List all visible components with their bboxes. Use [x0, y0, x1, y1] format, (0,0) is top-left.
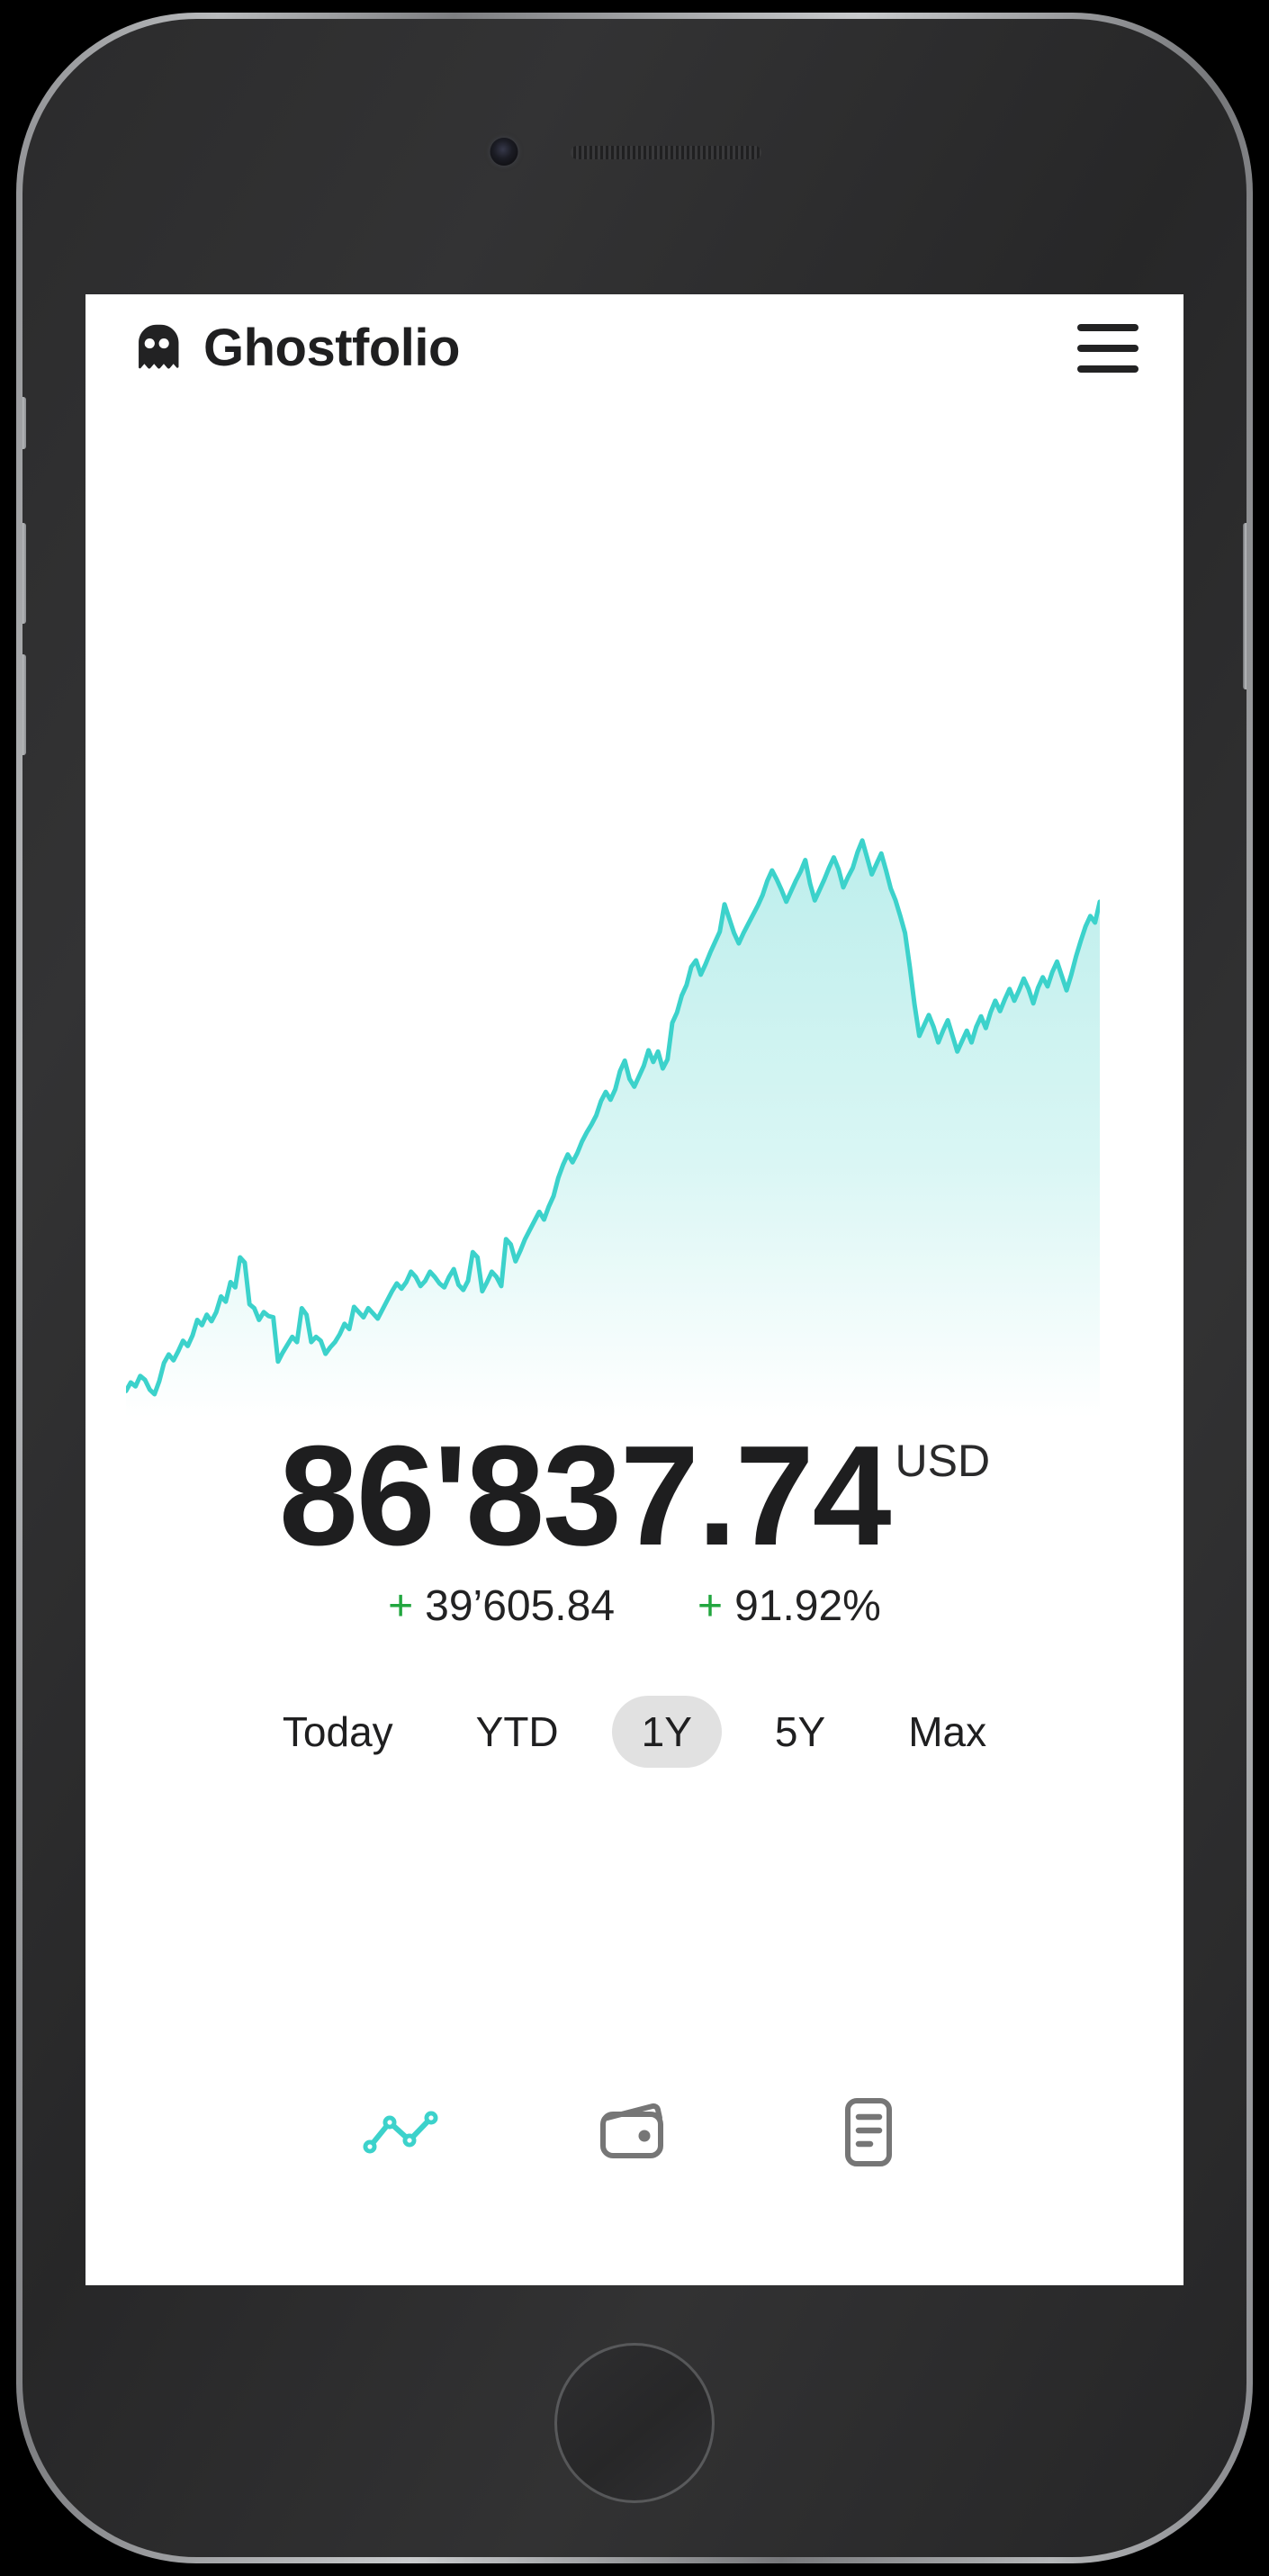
- range-tab-max[interactable]: Max: [878, 1696, 1016, 1768]
- range-tab-5y[interactable]: 5Y: [745, 1696, 855, 1768]
- nav-item-overview[interactable]: [357, 2089, 444, 2175]
- hamburger-line: [1077, 345, 1138, 352]
- phone-body: Ghostfolio: [22, 19, 1246, 2557]
- app-header: Ghostfolio: [86, 294, 1184, 402]
- portfolio-currency: USD: [895, 1436, 991, 1486]
- hamburger-line: [1077, 365, 1138, 373]
- nav-item-portfolio[interactable]: [591, 2089, 678, 2175]
- portfolio-performance-chart[interactable]: [126, 824, 1100, 1418]
- home-button[interactable]: [554, 2343, 715, 2503]
- analytics-line-chart-icon: [362, 2107, 439, 2157]
- phone-outer-frame: Ghostfolio: [16, 13, 1253, 2563]
- volume-up-button[interactable]: [22, 523, 26, 624]
- nav-item-reports[interactable]: [825, 2089, 912, 2175]
- change-percent: + 91.92%: [698, 1581, 881, 1631]
- phone-screen: Ghostfolio: [86, 294, 1184, 2285]
- silent-switch-button[interactable]: [22, 397, 26, 449]
- change-percent-value: 91.92%: [734, 1582, 881, 1631]
- date-range-tabs: Today YTD 1Y 5Y Max: [86, 1696, 1184, 1768]
- ghost-icon: [130, 322, 183, 374]
- report-document-icon: [839, 2096, 898, 2168]
- hamburger-menu-icon[interactable]: [1070, 311, 1146, 386]
- main-content: 86'837.74 USD + 39’605.84 + 91.92%: [86, 402, 1184, 2285]
- range-tab-1y[interactable]: 1Y: [611, 1696, 722, 1768]
- brand-name: Ghostfolio: [203, 319, 460, 377]
- volume-down-button[interactable]: [22, 654, 26, 755]
- range-tab-today[interactable]: Today: [253, 1696, 423, 1768]
- hamburger-line: [1077, 324, 1138, 331]
- wallet-icon: [597, 2100, 672, 2165]
- portfolio-value-block: 86'837.74 USD + 39’605.84 + 91.92%: [86, 1417, 1184, 1631]
- portfolio-amount: 86'837.74: [278, 1417, 892, 1575]
- earpiece-speaker-icon: [571, 146, 761, 159]
- front-camera-icon: [490, 138, 518, 166]
- brand-logo[interactable]: Ghostfolio: [130, 322, 460, 374]
- change-absolute-value: 39’605.84: [425, 1582, 616, 1631]
- range-tab-ytd[interactable]: YTD: [446, 1696, 589, 1768]
- change-percent-sign: +: [698, 1582, 724, 1631]
- bottom-navigation: [86, 2089, 1184, 2175]
- change-absolute-sign: +: [388, 1582, 414, 1631]
- portfolio-change-row: + 39’605.84 + 91.92%: [86, 1581, 1184, 1631]
- power-button[interactable]: [1243, 523, 1246, 689]
- change-absolute: + 39’605.84: [388, 1581, 615, 1631]
- portfolio-value-row: 86'837.74 USD: [278, 1417, 991, 1575]
